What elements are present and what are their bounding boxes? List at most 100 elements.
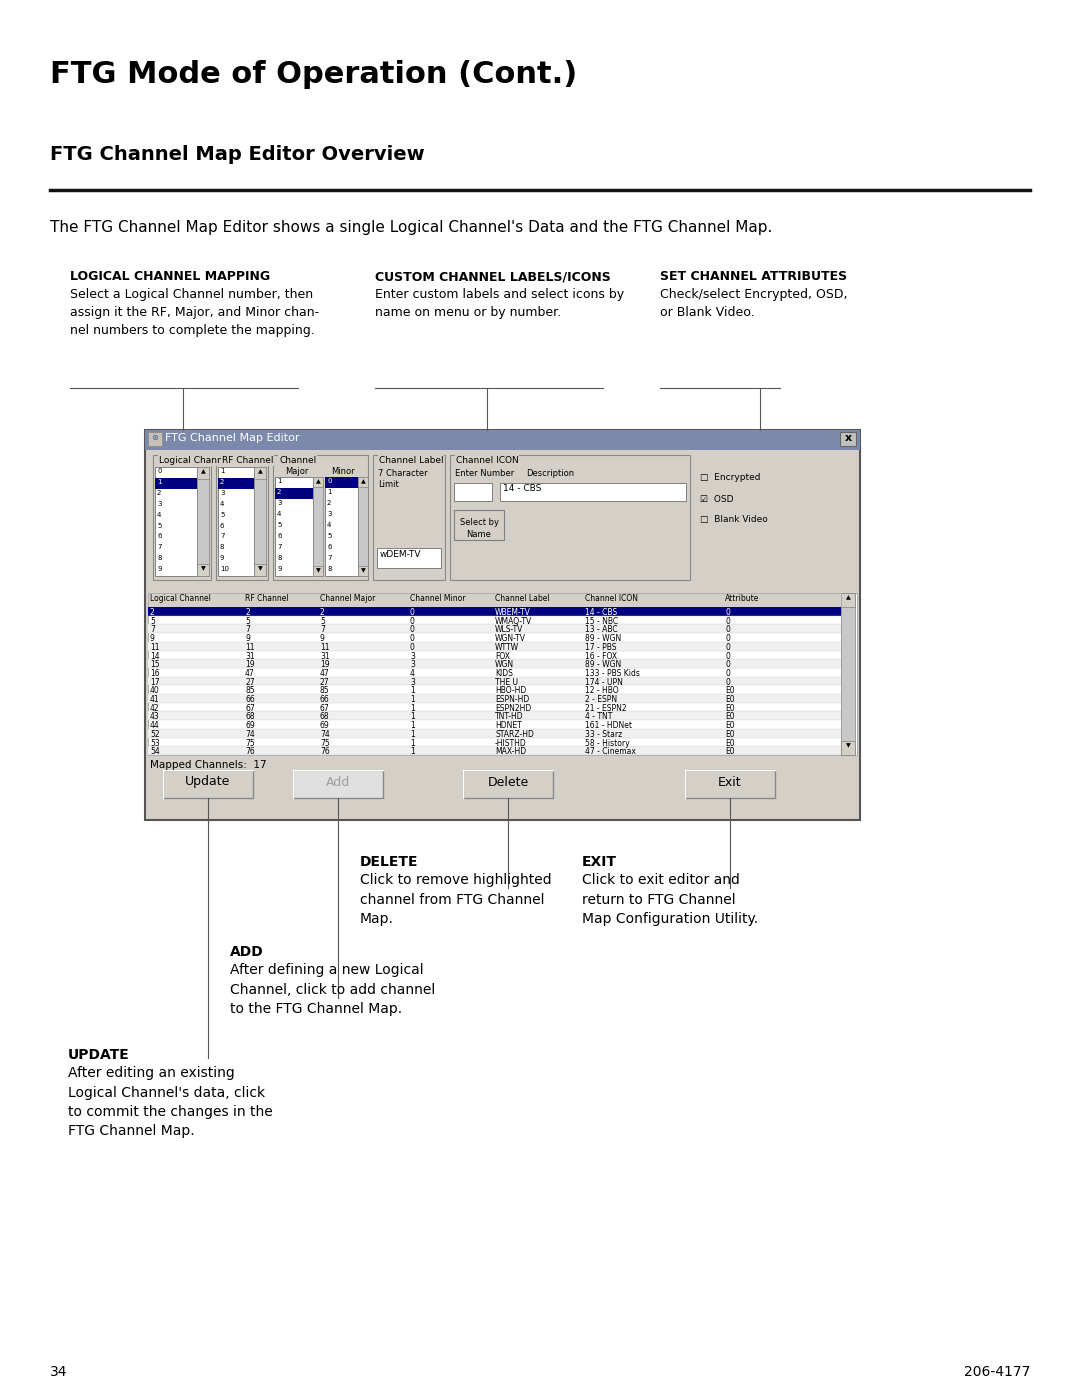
Text: ESPN2HD: ESPN2HD (495, 704, 531, 712)
Bar (163, 770, 253, 798)
Text: FTG Channel Map Editor Overview: FTG Channel Map Editor Overview (50, 145, 424, 163)
Text: 58 - History: 58 - History (585, 739, 630, 747)
Bar (148, 608, 841, 616)
Text: ▲: ▲ (258, 469, 262, 474)
Text: 15: 15 (150, 661, 160, 669)
Text: 7: 7 (150, 626, 154, 634)
Text: 1: 1 (410, 747, 415, 756)
Text: 7: 7 (320, 626, 325, 634)
Text: 74: 74 (245, 729, 255, 739)
Bar (148, 641, 841, 651)
Text: 12 - HBO: 12 - HBO (585, 686, 619, 696)
Text: ▼: ▼ (846, 743, 850, 747)
Text: 3: 3 (220, 490, 225, 496)
Text: 0: 0 (725, 678, 730, 687)
Text: 67: 67 (320, 704, 329, 712)
Text: ESPN-HD: ESPN-HD (495, 696, 529, 704)
Text: RF Channel: RF Channel (222, 455, 273, 465)
Text: Mapped Channels:  17: Mapped Channels: 17 (150, 760, 267, 770)
Text: 2: 2 (327, 500, 332, 506)
Text: 43: 43 (150, 712, 160, 721)
Text: 9: 9 (220, 555, 225, 562)
Text: Enter custom labels and select icons by
name on menu or by number.: Enter custom labels and select icons by … (375, 288, 624, 319)
Text: 11: 11 (150, 643, 160, 652)
Bar (500, 483, 686, 502)
Text: 5: 5 (320, 616, 325, 626)
Bar (357, 566, 368, 576)
Text: ▲: ▲ (846, 595, 850, 599)
Text: 7 Character: 7 Character (378, 469, 428, 478)
Text: THE U: THE U (495, 678, 518, 687)
Text: 1: 1 (410, 729, 415, 739)
Text: 5: 5 (245, 616, 249, 626)
Bar (148, 432, 162, 446)
Text: WMAQ-TV: WMAQ-TV (495, 616, 532, 626)
Text: Logical Channel: Logical Channel (150, 594, 211, 604)
Text: EXIT: EXIT (582, 855, 617, 869)
Text: 6: 6 (276, 534, 282, 539)
Text: 0: 0 (725, 661, 730, 669)
Text: 0: 0 (327, 478, 332, 483)
Text: 15 - NBC: 15 - NBC (585, 616, 618, 626)
Text: 19: 19 (320, 661, 329, 669)
Text: LOGICAL CHANNEL MAPPING: LOGICAL CHANNEL MAPPING (70, 270, 270, 284)
Text: 17 - PBS: 17 - PBS (585, 643, 617, 652)
Text: 9: 9 (150, 634, 154, 643)
Text: 21 - ESPN2: 21 - ESPN2 (585, 704, 626, 712)
Text: WGN-TV: WGN-TV (495, 634, 526, 643)
Text: 4: 4 (276, 511, 282, 517)
Text: 2: 2 (320, 608, 325, 617)
Text: 14 - CBS: 14 - CBS (585, 608, 617, 617)
Bar (254, 467, 266, 479)
Text: STARZ-HD: STARZ-HD (495, 729, 534, 739)
Text: 3: 3 (410, 678, 415, 687)
Text: 6: 6 (220, 522, 225, 528)
Bar (840, 432, 856, 446)
Text: 5: 5 (220, 511, 225, 518)
Text: 1: 1 (410, 739, 415, 747)
Bar (254, 564, 266, 576)
Text: E0: E0 (725, 721, 734, 731)
Bar (454, 510, 504, 541)
Text: 1: 1 (410, 712, 415, 721)
Bar (148, 711, 841, 721)
Bar (273, 455, 368, 580)
Bar (156, 467, 197, 576)
Text: 11: 11 (320, 643, 329, 652)
Bar (373, 455, 445, 580)
Text: MAX-HD: MAX-HD (495, 747, 526, 756)
Text: 6: 6 (327, 543, 332, 550)
Text: 31: 31 (245, 651, 255, 661)
Text: Enter Number: Enter Number (455, 469, 514, 478)
Text: 2: 2 (276, 489, 282, 495)
Text: 67: 67 (245, 704, 255, 712)
Text: 7: 7 (220, 534, 225, 539)
Text: 4: 4 (220, 500, 225, 507)
Text: E0: E0 (725, 747, 734, 756)
Text: Channel Label: Channel Label (495, 594, 550, 604)
Bar (293, 770, 383, 798)
Text: wDEM-TV: wDEM-TV (380, 550, 421, 559)
Text: 9: 9 (157, 566, 162, 573)
Text: 174 - UPN: 174 - UPN (585, 678, 623, 687)
Text: 9: 9 (320, 634, 325, 643)
Bar (463, 770, 553, 798)
Text: After editing an existing
Logical Channel's data, click
to commit the changes in: After editing an existing Logical Channe… (68, 1066, 273, 1139)
Text: 4 - TNT: 4 - TNT (585, 712, 612, 721)
Text: 4: 4 (327, 522, 332, 528)
Text: 0: 0 (410, 616, 415, 626)
Bar (148, 676, 841, 686)
Bar (313, 566, 323, 576)
Text: 27: 27 (245, 678, 255, 687)
Text: 66: 66 (245, 696, 255, 704)
Text: 47: 47 (320, 669, 329, 678)
Text: 17: 17 (150, 678, 160, 687)
Bar (377, 548, 441, 569)
Text: 68: 68 (320, 712, 329, 721)
Text: Minor: Minor (330, 467, 354, 476)
Text: 75: 75 (320, 739, 329, 747)
Text: 3: 3 (157, 500, 162, 507)
Text: 8: 8 (327, 566, 332, 571)
Text: 75: 75 (245, 739, 255, 747)
Text: 1: 1 (157, 479, 162, 485)
